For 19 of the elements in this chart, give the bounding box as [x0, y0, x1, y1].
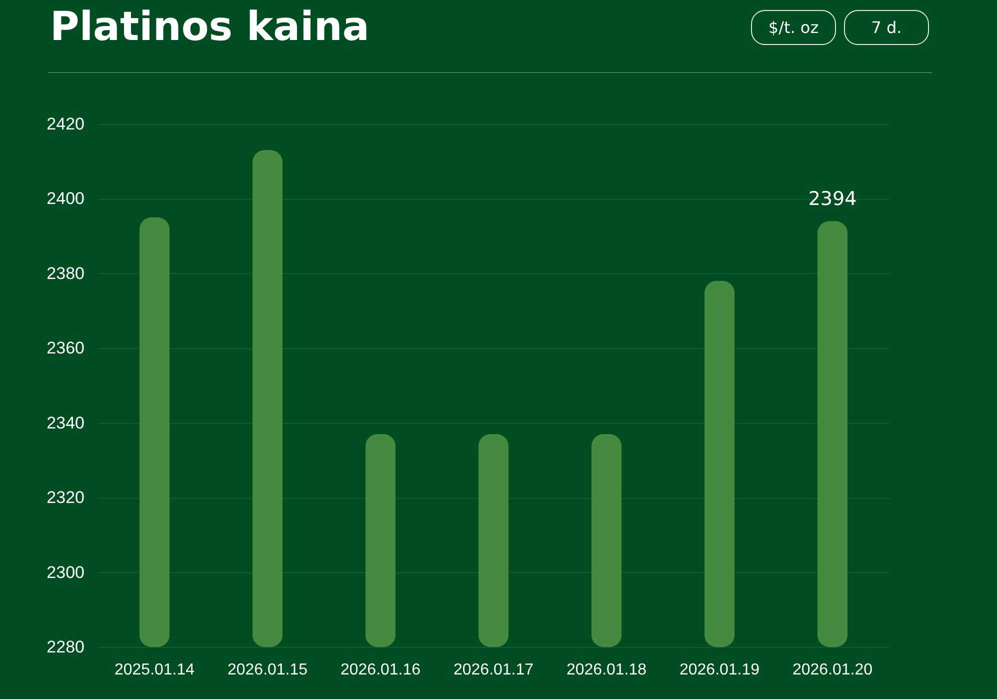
x-tick-label: 2026.01.19: [679, 662, 760, 678]
y-tick-label: 2400: [46, 189, 84, 208]
x-tick-label: 2026.01.20: [792, 662, 873, 678]
y-tick-label: 2320: [46, 488, 84, 508]
y-tick-label: 2340: [46, 413, 84, 432]
y-tick-label: 2380: [46, 264, 84, 283]
text: $/t. oz: [751, 10, 836, 45]
x-tick-label: 2026.01.16: [340, 662, 421, 678]
x-tick-label: 2026.01.15: [227, 662, 308, 678]
y-tick-label: 2300: [46, 562, 84, 582]
y-tick-label: 2360: [46, 338, 84, 358]
x-tick-label: 2026.01.18: [566, 662, 647, 678]
y-tick-label: 2420: [46, 114, 84, 134]
y-tick-label: 2280: [46, 638, 84, 656]
data-label: 2394: [808, 188, 857, 210]
text: 7 d.: [844, 10, 929, 45]
chart-title: Platinos kaina: [50, 4, 370, 50]
x-tick-label: 2025.01.14: [114, 662, 195, 678]
x-tick-label: 2026.01.17: [453, 662, 534, 678]
